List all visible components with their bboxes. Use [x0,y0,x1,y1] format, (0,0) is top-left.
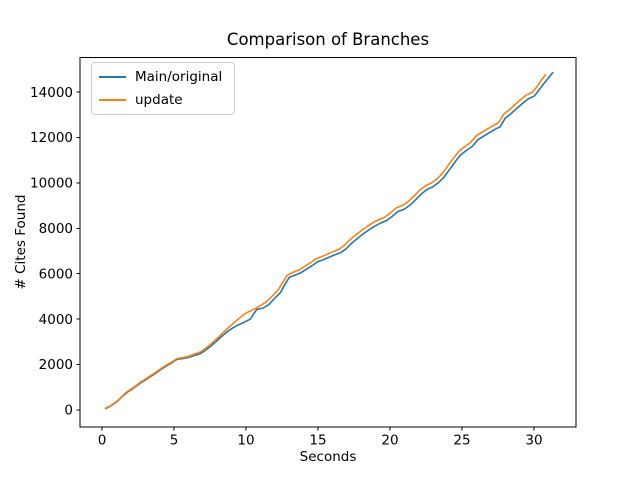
x-tick-label: 25 [453,433,470,449]
x-tick-label: 10 [237,433,254,449]
x-tick-label: 15 [309,433,326,449]
legend-line-sample-main-original [99,76,126,78]
x-axis-label: Seconds [299,449,357,465]
series-line-main-original [104,71,554,410]
legend-item-main-original: Main/original [99,68,222,86]
y-tick-label: 0 [64,403,73,419]
y-tick-label: 14000 [30,85,73,101]
y-tick-label: 8000 [39,221,73,237]
y-tick-label: 10000 [30,176,73,192]
y-tick-label: 12000 [30,130,73,146]
axes-spines [79,57,577,428]
x-tick-label: 30 [525,433,542,449]
legend-label-main-original: Main/original [135,69,223,85]
legend-label-update: update [135,92,183,108]
x-tick-label: 20 [381,433,398,449]
y-tick-label: 4000 [39,312,73,328]
legend: Main/original update [91,62,236,115]
legend-line-sample-update [99,99,126,101]
x-tick-label: 0 [98,433,107,449]
y-tick-label: 6000 [39,266,73,282]
x-tick-label: 5 [170,433,179,449]
series-line-update [104,74,547,409]
y-tick-label: 2000 [39,357,73,373]
y-axis-label: # Cites Found [13,194,29,290]
legend-item-update: update [99,91,222,109]
chart-title: Comparison of Branches [226,30,430,49]
